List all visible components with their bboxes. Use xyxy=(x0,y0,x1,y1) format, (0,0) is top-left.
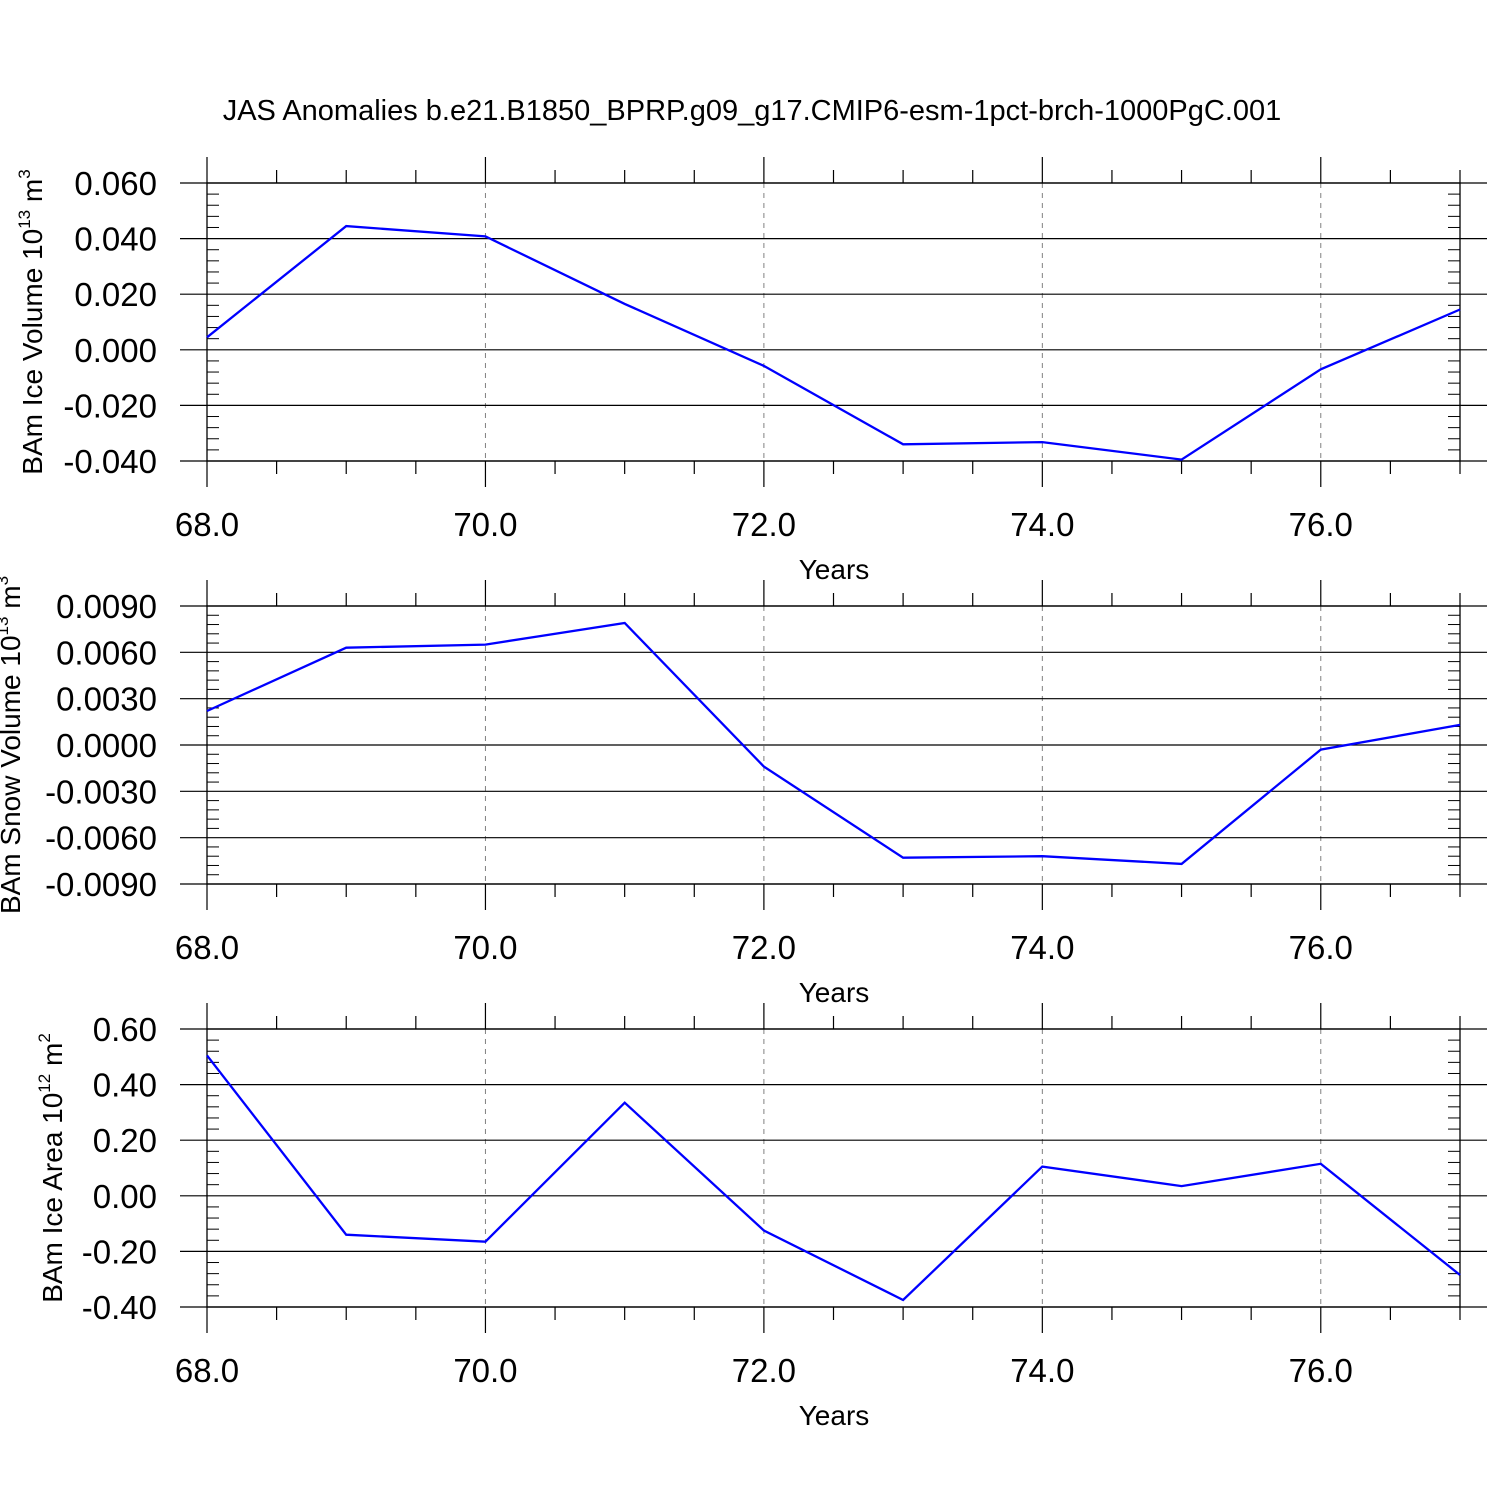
x-tick-label: 76.0 xyxy=(1289,1352,1353,1389)
figure-title: JAS Anomalies b.e21.B1850_BPRP.g09_g17.C… xyxy=(223,95,1282,127)
x-tick-label: 76.0 xyxy=(1289,506,1353,543)
y-tick-label: 0.040 xyxy=(74,221,157,258)
series-line-1 xyxy=(206,1054,1461,1302)
x-tick-label: 70.0 xyxy=(453,506,517,543)
x-tick-label: 68.0 xyxy=(175,506,239,543)
y-tick-label: 0.000 xyxy=(74,332,157,369)
x-axis-label: Years xyxy=(799,977,870,1008)
y-tick-label: -0.0060 xyxy=(45,820,157,857)
y-tick-label: -0.0030 xyxy=(45,773,157,810)
x-tick-label: 72.0 xyxy=(732,929,796,966)
y-tick-label: 0.020 xyxy=(74,276,157,313)
plot-frame xyxy=(206,182,1461,462)
x-tick-label: 72.0 xyxy=(732,506,796,543)
x-tick-label: 74.0 xyxy=(1010,506,1074,543)
y-tick-label: -0.40 xyxy=(82,1289,157,1326)
y-tick-label: 0.00 xyxy=(93,1178,157,1215)
y-tick-label: 0.0030 xyxy=(56,681,157,718)
x-tick-label: 68.0 xyxy=(175,1352,239,1389)
y-tick-label: -0.20 xyxy=(82,1233,157,1270)
y-tick-label: 0.0000 xyxy=(56,727,157,764)
x-tick-label: 76.0 xyxy=(1289,929,1353,966)
y-tick-label: 0.20 xyxy=(93,1122,157,1159)
chart-panel-1: 68.0 70.0 72.0 74.0 76.0 -0.040 -0.020 0.000 0.0… xyxy=(15,157,1487,585)
y-tick-label: 0.0090 xyxy=(56,588,157,625)
y-tick-label: -0.020 xyxy=(63,387,157,424)
x-axis-label: Years xyxy=(799,1400,870,1431)
y-axis-label: BAm Ice Volume 1013 m3 xyxy=(15,169,48,474)
y-tick-label: 0.0060 xyxy=(56,634,157,671)
series-line-1 xyxy=(206,621,1461,866)
series-line-1 xyxy=(206,224,1461,461)
x-tick-label: 70.0 xyxy=(453,929,517,966)
x-tick-label: 74.0 xyxy=(1010,929,1074,966)
y-tick-label: 0.40 xyxy=(93,1067,157,1104)
y-axis-label: BAm Snow Volume 1013 m3 xyxy=(0,576,26,914)
panels: 68.0 70.0 72.0 74.0 76.0 -0.040 -0.020 0.000 0.0… xyxy=(0,157,1487,1431)
y-tick-label: 0.60 xyxy=(93,1011,157,1048)
x-tick-label: 74.0 xyxy=(1010,1352,1074,1389)
y-tick-label: -0.040 xyxy=(63,443,157,480)
y-axis-label: BAm Ice Area 1012 m2 xyxy=(35,1033,68,1303)
x-axis-label: Years xyxy=(799,554,870,585)
chart-panel-3: 68.0 70.0 72.0 74.0 76.0 -0.40 -0.20 0.00 0.20 0.… xyxy=(35,1003,1487,1431)
y-tick-label: -0.0090 xyxy=(45,866,157,903)
y-tick-label: 0.060 xyxy=(74,165,157,202)
x-tick-label: 68.0 xyxy=(175,929,239,966)
x-tick-label: 70.0 xyxy=(453,1352,517,1389)
x-tick-label: 72.0 xyxy=(732,1352,796,1389)
chart-panel-2: 68.0 70.0 72.0 74.0 76.0 -0.0090 -0.0060 -0.003… xyxy=(0,576,1487,1008)
